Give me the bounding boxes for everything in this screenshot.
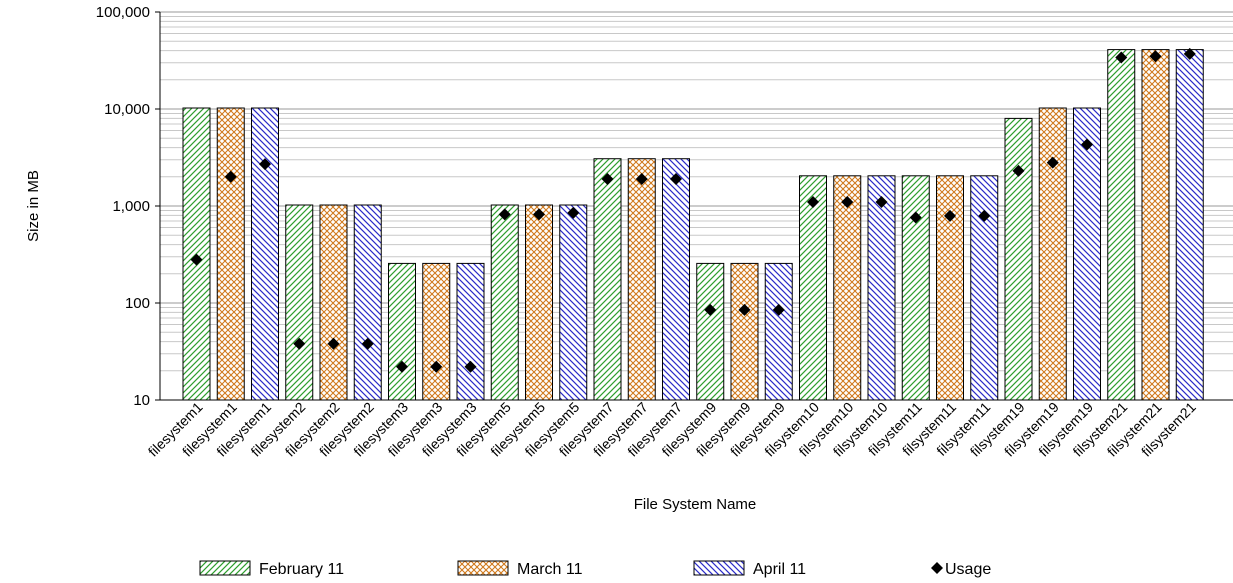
usage-marker (772, 303, 785, 316)
legend-label-march: March 11 (517, 561, 583, 578)
legend-label-april: April 11 (753, 561, 806, 578)
bar (867, 175, 896, 401)
bar (456, 262, 485, 401)
bar (490, 204, 519, 401)
usage-marker (635, 172, 648, 185)
y-tick-label: 1,000 (112, 198, 150, 215)
bar (1073, 107, 1101, 401)
usage-marker (978, 209, 991, 222)
bar (353, 204, 382, 401)
bar (388, 262, 416, 401)
y-axis-title: Size in MB (25, 170, 42, 242)
bar (1004, 117, 1033, 401)
bar (216, 107, 245, 401)
usage-markers-group (190, 47, 1196, 373)
legend-swatch-march (457, 560, 509, 576)
legend-label-february: February 11 (259, 561, 344, 578)
usage-marker (533, 208, 545, 221)
bar (1175, 49, 1204, 401)
usage-marker (259, 158, 271, 171)
bar (251, 107, 279, 401)
usage-marker (396, 360, 408, 373)
bar (970, 175, 999, 401)
bar (1038, 107, 1067, 401)
usage-marker (498, 208, 511, 221)
usage-marker (1081, 138, 1093, 151)
bar (1141, 49, 1170, 401)
bar (319, 204, 348, 401)
bar (730, 262, 759, 401)
usage-marker (875, 195, 888, 208)
usage-marker (944, 209, 956, 222)
x-axis-title: File System Name (634, 496, 757, 513)
usage-marker (738, 303, 751, 316)
bar (627, 158, 656, 401)
bar (525, 204, 553, 401)
usage-marker (361, 337, 374, 350)
usage-marker (704, 303, 717, 316)
usage-marker (1183, 47, 1196, 60)
legend-label-usage: Usage (945, 561, 991, 578)
bar (936, 175, 964, 401)
bar (799, 175, 827, 401)
usage-marker (670, 172, 682, 185)
usage-marker (1012, 164, 1025, 177)
bar (593, 158, 622, 401)
usage-marker (807, 195, 819, 208)
usage-marker (1149, 50, 1162, 63)
bar (182, 107, 211, 401)
usage-marker (567, 206, 580, 219)
x-tick-labels: filesystem1filesystem1filesystem1filesys… (145, 399, 1199, 460)
bar (285, 204, 314, 401)
y-tick-label: 10 (133, 392, 150, 409)
usage-marker (841, 195, 854, 208)
bar (764, 262, 793, 401)
usage-marker (1046, 156, 1059, 169)
y-tick-label: 100,000 (96, 4, 150, 21)
usage-marker (909, 211, 922, 224)
usage-marker (430, 360, 443, 373)
y-tick-label: 100 (125, 295, 150, 312)
usage-marker (464, 360, 477, 373)
legend-swatch-february (199, 560, 251, 576)
bars-group (182, 49, 1204, 401)
bar (833, 175, 862, 401)
usage-marker (1115, 51, 1128, 64)
usage-marker (293, 337, 306, 350)
legend: February 11 March 11 April 11 Usage (199, 560, 991, 578)
y-tick-label: 10,000 (104, 101, 150, 118)
bar (1107, 49, 1136, 401)
bar (422, 262, 451, 401)
usage-marker (601, 172, 614, 185)
bar (901, 175, 930, 401)
y-tick-labels: 10 100 1,000 10,000 100,000 (96, 4, 160, 409)
bar (559, 204, 588, 401)
bar (696, 262, 725, 401)
usage-marker (190, 253, 203, 266)
bar (662, 158, 690, 401)
legend-swatch-april (693, 560, 745, 576)
usage-marker (327, 337, 340, 350)
usage-marker (224, 170, 237, 183)
legend-usage-marker (931, 562, 943, 574)
